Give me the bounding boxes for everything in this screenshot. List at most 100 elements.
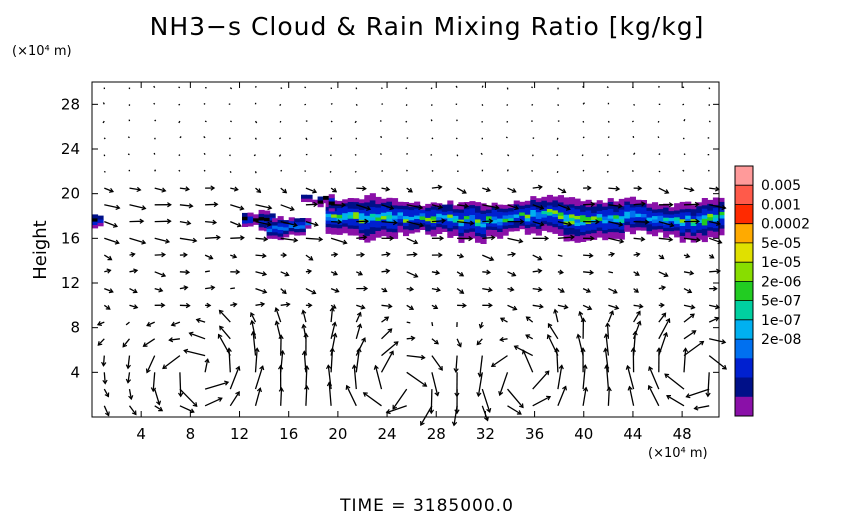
cloud-cell	[272, 231, 279, 236]
wind-arrowhead	[459, 271, 465, 277]
wind-vector	[280, 204, 295, 211]
cloud-cell	[613, 231, 620, 236]
wind-vector	[455, 355, 458, 372]
cloud-cell	[552, 206, 559, 211]
wind-vector	[219, 325, 231, 340]
cloud-cell	[397, 201, 404, 206]
cloud-cell	[696, 229, 703, 233]
cloud-cell	[375, 210, 382, 215]
cloud-cell	[347, 221, 354, 226]
wind-vector	[354, 170, 357, 173]
cloud-cell	[690, 215, 697, 220]
wind-arrowhead	[387, 328, 393, 334]
cloud-cell	[635, 223, 642, 228]
wind-arrowhead	[160, 302, 166, 308]
cloud-cell	[425, 210, 432, 215]
wind-vector	[658, 312, 667, 323]
wind-vector	[420, 405, 433, 426]
wind-vector	[154, 137, 156, 140]
cloud-cell	[591, 236, 598, 240]
wind-vector	[605, 365, 610, 390]
wind-arrowhead	[519, 403, 524, 409]
cloud-cell	[502, 204, 509, 209]
cloud-cell	[690, 238, 697, 243]
cloud-cell	[591, 229, 598, 234]
chart-title: NH3−s Cloud & Rain Mixing Ratio [kg/kg]	[149, 12, 705, 41]
cloud-cell	[486, 212, 493, 217]
wind-arrowhead	[213, 201, 219, 208]
cloud-cell	[347, 204, 354, 209]
wind-vector	[456, 338, 462, 347]
cloud-cell	[491, 222, 498, 227]
wind-arrowhead	[609, 310, 614, 316]
cloud-cell	[425, 217, 432, 222]
wind-vector	[355, 312, 362, 323]
cloud-cell	[530, 212, 537, 217]
wind-arrowhead	[332, 332, 338, 338]
x-tick-label: 48	[673, 425, 692, 443]
cloud-cell	[480, 216, 487, 221]
wind-vector	[481, 85, 484, 88]
cloud-cell	[328, 194, 335, 199]
wind-vector	[608, 271, 614, 274]
cloud-cell	[347, 208, 354, 213]
cloud-cell	[596, 227, 603, 231]
cloud-cell	[277, 219, 284, 224]
wind-arrowhead	[585, 288, 592, 293]
wind-vector	[381, 204, 394, 210]
cloud-cell	[392, 198, 399, 203]
wind-vector	[179, 372, 182, 397]
wind-arrowhead	[478, 323, 484, 329]
wind-vector	[557, 187, 566, 193]
cloud-cell	[475, 228, 482, 233]
cloud-cell	[707, 223, 714, 228]
cloud-cell	[674, 213, 681, 218]
cloud-cell	[530, 222, 537, 227]
cloud-cell	[392, 231, 399, 236]
cloud-cell	[497, 221, 504, 226]
wind-vector	[380, 135, 383, 139]
cloud-cell	[430, 232, 437, 237]
wind-arrowhead	[166, 218, 172, 224]
cloud-cell	[277, 232, 284, 237]
cloud-cell	[585, 209, 592, 214]
x-tick-label: 36	[525, 425, 544, 443]
cloud-cell	[242, 223, 249, 227]
cloud-cell	[323, 199, 330, 204]
cloud-cell	[380, 208, 387, 213]
wind-vector	[683, 288, 692, 293]
cloud-cell	[375, 213, 382, 218]
cloud-cell	[497, 204, 504, 209]
cloud-cell	[342, 226, 349, 231]
wind-arrowhead	[277, 364, 284, 370]
wind-vector	[230, 237, 244, 239]
cloud-cell	[591, 209, 598, 214]
wind-vector	[707, 169, 710, 172]
cloud-cell	[596, 203, 603, 208]
cloud-cell	[347, 211, 354, 216]
wind-arrowhead	[722, 364, 727, 370]
wind-vector	[154, 271, 166, 277]
cloud-cell	[557, 211, 564, 216]
wind-vector	[694, 405, 710, 410]
cloud-cell	[685, 218, 692, 223]
cloud-cell	[336, 204, 343, 209]
wind-arrowhead	[373, 364, 379, 370]
cloud-cell	[364, 238, 371, 243]
wind-arrowhead	[586, 185, 592, 191]
cloud-cell	[602, 229, 609, 234]
wind-arrowhead	[537, 255, 543, 261]
cloud-cell	[663, 227, 670, 232]
cloud-cell	[563, 227, 570, 232]
wind-vector	[154, 287, 163, 292]
wind-arrowhead	[233, 186, 239, 192]
cloud-cell	[524, 214, 531, 219]
cloud-cell	[347, 231, 354, 236]
wind-arrowhead	[331, 321, 337, 327]
cloud-cell	[458, 218, 465, 223]
wind-arrowhead	[130, 252, 136, 258]
cloud-cell	[624, 197, 631, 202]
wind-arrowhead	[189, 408, 195, 414]
wind-arrowhead	[161, 272, 167, 278]
